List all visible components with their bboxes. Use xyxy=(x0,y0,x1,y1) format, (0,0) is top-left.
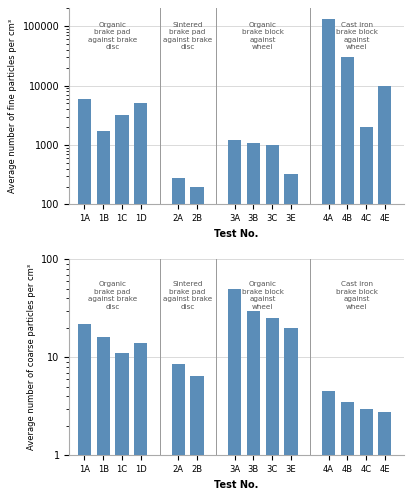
X-axis label: Test No.: Test No. xyxy=(214,229,259,239)
Bar xyxy=(322,391,335,498)
Bar xyxy=(360,127,373,498)
Bar xyxy=(96,337,110,498)
Bar xyxy=(190,375,204,498)
Text: Organic
brake block
against
wheel: Organic brake block against wheel xyxy=(242,21,284,50)
Text: Sintered
brake pad
against brake
disc: Sintered brake pad against brake disc xyxy=(163,21,212,50)
Bar xyxy=(378,86,391,498)
X-axis label: Test No.: Test No. xyxy=(214,480,259,490)
Text: Organic
brake pad
against brake
disc: Organic brake pad against brake disc xyxy=(88,281,137,310)
Bar xyxy=(266,145,279,498)
Bar xyxy=(360,409,373,498)
Bar xyxy=(228,140,241,498)
Bar xyxy=(341,402,354,498)
Text: Organic
brake pad
against brake
disc: Organic brake pad against brake disc xyxy=(88,21,137,50)
Bar xyxy=(78,99,91,498)
Bar xyxy=(266,318,279,498)
Text: Cast iron
brake block
against
wheel: Cast iron brake block against wheel xyxy=(336,21,378,50)
Bar xyxy=(228,289,241,498)
Bar xyxy=(322,19,335,498)
Bar xyxy=(134,104,147,498)
Bar xyxy=(284,328,297,498)
Bar xyxy=(172,364,185,498)
Bar xyxy=(341,57,354,498)
Bar xyxy=(247,142,260,498)
Bar xyxy=(115,353,129,498)
Text: Cast iron
brake block
against
wheel: Cast iron brake block against wheel xyxy=(336,281,378,310)
Bar xyxy=(247,311,260,498)
Y-axis label: Average number of coarse particles per cm³: Average number of coarse particles per c… xyxy=(27,264,36,450)
Bar xyxy=(378,411,391,498)
Bar xyxy=(78,324,91,498)
Bar xyxy=(284,174,297,498)
Bar xyxy=(96,131,110,498)
Text: Sintered
brake pad
against brake
disc: Sintered brake pad against brake disc xyxy=(163,281,212,310)
Y-axis label: Average number of fine particles per cm³: Average number of fine particles per cm³ xyxy=(8,19,17,193)
Bar xyxy=(134,343,147,498)
Text: Organic
brake block
against
wheel: Organic brake block against wheel xyxy=(242,281,284,310)
Bar xyxy=(172,178,185,498)
Bar xyxy=(115,115,129,498)
Bar xyxy=(190,187,204,498)
